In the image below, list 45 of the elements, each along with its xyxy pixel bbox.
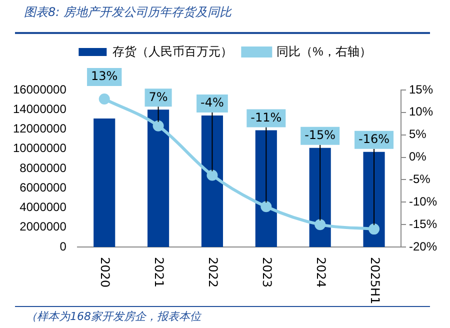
x-tick-label: 2025H1 (368, 257, 382, 304)
y2-tick-label: -20% (408, 239, 438, 254)
data-label: -16% (358, 132, 390, 146)
x-tick-label: 2024 (314, 257, 328, 288)
y2-tick-label: -5% (408, 172, 431, 186)
chart-title: 图表8: 房地产开发公司历年存货及同比 (24, 4, 232, 21)
data-label: -4% (200, 96, 224, 110)
y-tick-label: 14000000 (13, 102, 67, 116)
data-label: -11% (250, 110, 282, 124)
point (152, 120, 164, 132)
y-tick-label: 6000000 (20, 180, 67, 194)
bar (363, 152, 385, 247)
x-tick-label: 2022 (206, 257, 220, 288)
point (98, 93, 110, 104)
point (206, 170, 218, 181)
y2-tick-label: -10% (408, 194, 438, 208)
x-tick-label: 2020 (98, 257, 112, 288)
bar (94, 118, 116, 247)
y2-tick-label: 0% (408, 150, 427, 164)
legend-label: 存货（人民币百万元） (112, 44, 233, 58)
y2-tick-label: 15% (408, 82, 434, 96)
data-label: 13% (91, 69, 118, 84)
bar (201, 116, 224, 247)
y-tick-label: 2000000 (20, 220, 67, 234)
legend-label: 同比（%，右轴） (276, 44, 372, 58)
data-label: 7% (148, 90, 168, 104)
bar (148, 110, 170, 247)
text: （样本为168家开发房企，报表本位 (26, 309, 201, 324)
point (368, 224, 380, 235)
point (260, 201, 272, 212)
bar (309, 148, 331, 247)
y2-tick-label: -15% (408, 216, 438, 231)
y-tick-label: 8000000 (20, 160, 67, 175)
y-tick-label: 16000000 (13, 82, 67, 96)
data-label: -15% (304, 128, 336, 142)
x-tick-label: 2021 (152, 257, 166, 288)
y-tick-label: 0 (60, 239, 67, 254)
y2-tick-label: 5% (408, 127, 427, 142)
bar (255, 130, 277, 247)
y2-tick-label: 10% (408, 104, 434, 119)
point (314, 219, 326, 230)
y-tick-label: 12000000 (13, 122, 67, 136)
x-tick-label: 2023 (260, 257, 274, 288)
y-tick-label: 10000000 (13, 141, 67, 156)
y-tick-label: 4000000 (20, 200, 67, 214)
